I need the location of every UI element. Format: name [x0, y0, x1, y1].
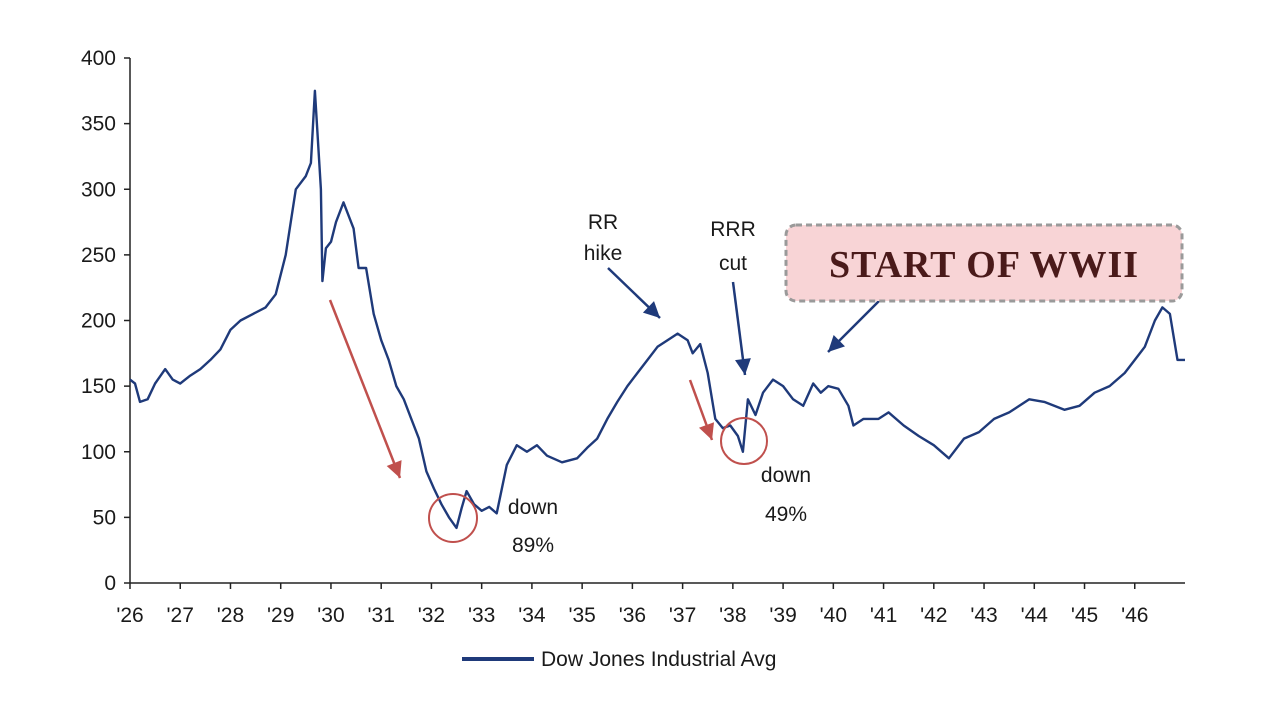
y-tick-label: 150 [81, 375, 116, 398]
rrr-cut-label-line1: RRR [710, 218, 756, 241]
y-tick-label: 400 [81, 47, 116, 70]
x-tick-label: '46 [1121, 604, 1148, 627]
crash-arrow-1 [328, 299, 402, 479]
x-tick-label: '37 [669, 604, 696, 627]
y-tick-label: 300 [81, 178, 116, 201]
rr-hike-label-line1: RR [588, 211, 618, 234]
x-tick-label: '27 [167, 604, 194, 627]
x-tick-label: '29 [267, 604, 294, 627]
crash-arrow-2-head [698, 422, 715, 440]
x-tick-label: '39 [769, 604, 796, 627]
crash1-label-line1: down [508, 496, 558, 519]
wwii-callout-label: START OF WWII [829, 244, 1139, 286]
x-tick-label: '38 [719, 604, 746, 627]
crash-arrow-2 [688, 379, 715, 441]
x-tick-label: '41 [870, 604, 897, 627]
x-tick-label: '34 [518, 604, 546, 627]
rrr-cut-label-line2: cut [719, 252, 747, 275]
rr-hike-arrow-head [642, 301, 660, 318]
rrr-cut-arrow [731, 281, 751, 376]
wwii-arrow [827, 299, 881, 353]
x-tick-label: '33 [468, 604, 495, 627]
x-tick-label: '43 [970, 604, 997, 627]
x-tick-label: '30 [317, 604, 344, 627]
x-tick-label: '45 [1071, 604, 1098, 627]
y-tick-label: 250 [81, 244, 116, 267]
x-tick-label: '35 [568, 604, 595, 627]
y-tick-label: 350 [81, 113, 116, 136]
crash1-label-line2: 89% [512, 534, 554, 557]
trough-circle-1 [428, 493, 478, 543]
rr-hike-arrow [607, 267, 661, 319]
rr-hike-label-line2: hike [584, 242, 623, 265]
x-tick-label: '28 [217, 604, 244, 627]
legend-label: Dow Jones Industrial Avg [541, 648, 776, 671]
trough-circle-2 [720, 417, 768, 465]
x-tick-label: '31 [368, 604, 395, 627]
wwii-callout-box [784, 223, 1184, 303]
x-tick-label: '36 [619, 604, 646, 627]
series-layer [129, 89, 1185, 530]
x-tick-label: '40 [820, 604, 847, 627]
crash2-label-line1: down [761, 464, 811, 487]
legend: Dow Jones Industrial Avg [462, 648, 776, 671]
rrr-cut-arrow-head [735, 358, 751, 375]
y-tick-label: 200 [81, 310, 116, 333]
x-axis: '26 '27 '28 '29 '30 '31 '32 '33 '34 '35 '36 '37 '38 '… [116, 582, 1185, 627]
crash-arrow-1-shaft [328, 299, 402, 479]
wwii-callout: START OF WWII [784, 223, 1184, 303]
y-tick-label: 50 [93, 506, 116, 529]
annotation-layer: RR hike RRR cut down 89% down 49% START OF WWII [328, 211, 1184, 557]
y-tick-label: 0 [104, 572, 116, 595]
x-tick-label: '42 [920, 604, 947, 627]
y-axis: 0 50 100 150 200 250 300 350 400 [81, 47, 131, 595]
dow-jones-line [129, 89, 1185, 530]
x-tick-label: '44 [1021, 604, 1049, 627]
wwii-arrow-head [828, 335, 845, 352]
crash2-label-line2: 49% [765, 503, 807, 526]
x-tick-label: '32 [418, 604, 445, 627]
crash-arrow-1-head [386, 460, 402, 478]
y-tick-label: 100 [81, 441, 116, 464]
x-tick-label: '26 [116, 604, 143, 627]
